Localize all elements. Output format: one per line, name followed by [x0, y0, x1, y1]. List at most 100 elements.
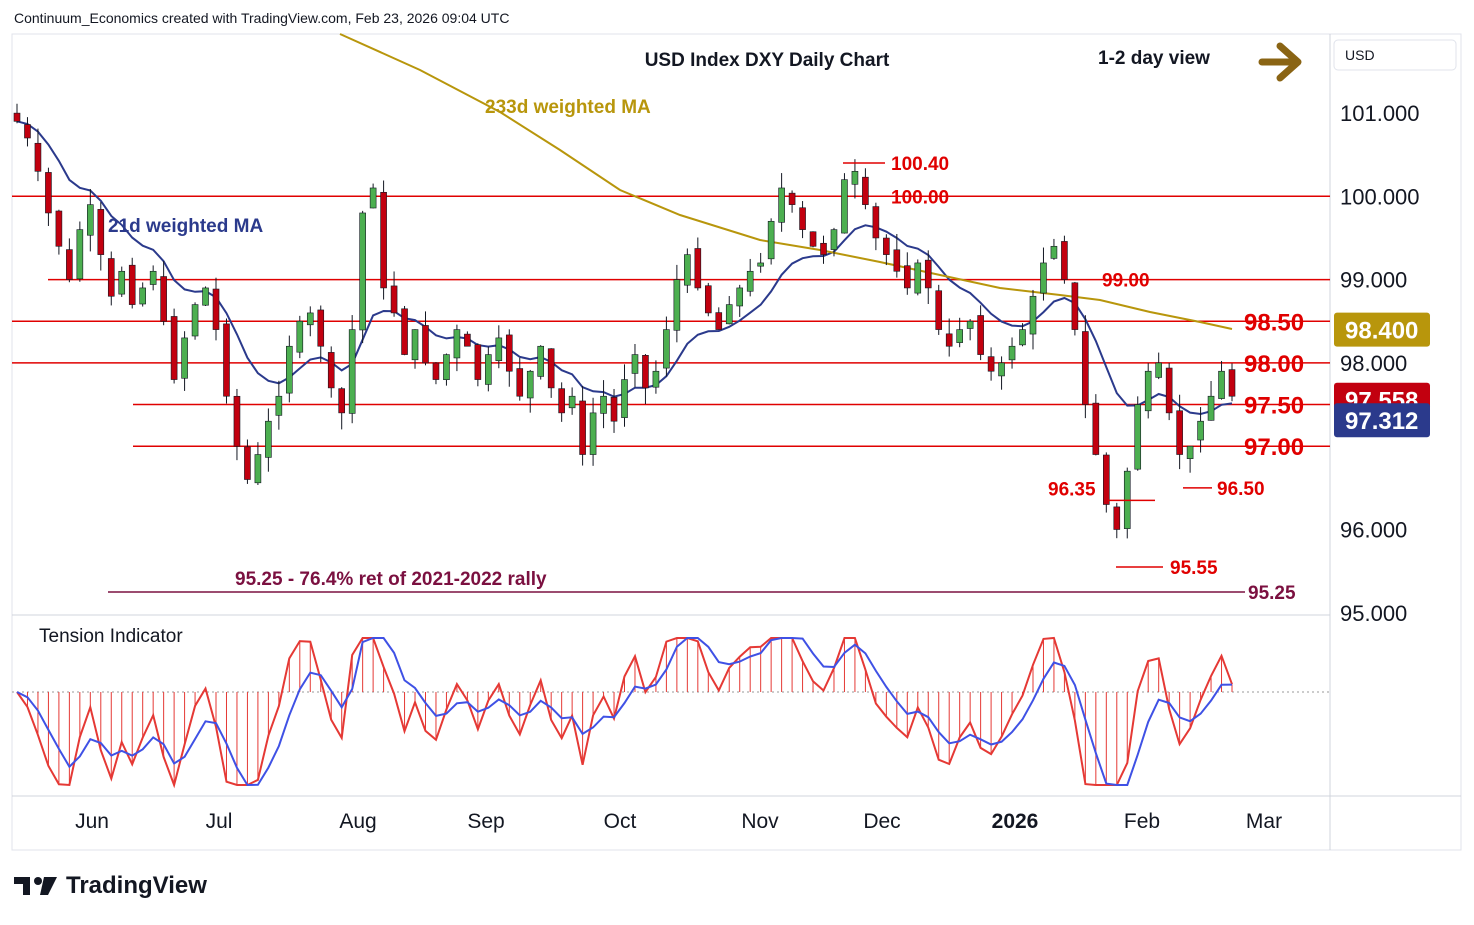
time-tick-label: Jul [206, 810, 233, 833]
candle-body [97, 209, 105, 255]
candle-body [1197, 420, 1204, 441]
candle-body [872, 206, 880, 239]
candle-body [977, 315, 984, 355]
candle-body [799, 207, 806, 230]
candle-body [883, 237, 890, 255]
candle-body [589, 412, 597, 455]
time-axis[interactable]: Jun Jul Aug Sep Oct Nov Dec 2026 Feb Mar [75, 810, 1282, 833]
candle-body [914, 262, 922, 294]
time-tick-label: Jun [75, 810, 109, 833]
candle-body [537, 345, 545, 377]
candle-body [652, 370, 660, 388]
time-tick-label: Oct [604, 810, 637, 833]
candle-body [55, 210, 63, 247]
candle-body [348, 329, 356, 414]
tension-fast-line [16, 636, 1233, 789]
tradingview-logo[interactable]: TradingView [14, 872, 207, 900]
candle-body [422, 325, 429, 364]
currency-box [1333, 39, 1457, 71]
candle-body [945, 333, 953, 347]
candle-body [1176, 410, 1183, 455]
chart-credit: Continuum_Economics created with Trading… [14, 10, 510, 26]
candle-body [1050, 245, 1058, 259]
candle-body [34, 142, 42, 172]
candle-body [694, 248, 702, 289]
candle-body [746, 270, 754, 292]
price-tick-label: 96.000 [1340, 518, 1407, 543]
price-badge [1334, 312, 1430, 347]
candle-body [390, 285, 398, 314]
candle-body [1113, 506, 1121, 530]
candle-body [1061, 241, 1068, 280]
candle-body [443, 354, 450, 381]
candle-body [66, 249, 73, 280]
candle-body [160, 276, 167, 322]
candle-body [474, 344, 482, 380]
candle-body [1029, 295, 1037, 335]
price-badge-label: 98.400 [1345, 318, 1418, 345]
candle-body [296, 320, 304, 353]
candle-body [704, 285, 712, 314]
candle-body [1134, 404, 1142, 470]
candlestick-series[interactable] [13, 103, 1236, 539]
candle-body [621, 379, 628, 418]
candle-body [1155, 362, 1162, 378]
candle-body [286, 345, 293, 394]
candle-body [579, 400, 586, 455]
candle-body [568, 395, 576, 409]
candle-body [453, 329, 461, 359]
candle-body [1218, 370, 1225, 399]
time-tick-label: Aug [339, 810, 376, 833]
price-tick-label: 101.000 [1340, 101, 1420, 126]
candle-body [359, 212, 366, 331]
candle-body [998, 362, 1005, 377]
level-label: 98.00 [1244, 351, 1304, 378]
candle-body [76, 229, 84, 280]
candle-body [13, 112, 21, 122]
level-label: 99.00 [1102, 271, 1150, 292]
chart-titles: USD Index DXY Daily Chart 1-2 day view [645, 42, 1302, 82]
view-direction-arrow-icon [1258, 42, 1302, 82]
price-tick-label: 99.000 [1340, 268, 1407, 293]
candle-body [128, 264, 136, 305]
candle-body [202, 287, 209, 306]
level-label: 97.00 [1244, 434, 1304, 461]
chart-border [11, 33, 1462, 851]
candle-body [306, 312, 314, 326]
candle-body [725, 304, 733, 325]
chart-title: USD Index DXY Daily Chart [645, 50, 890, 71]
candle-body [265, 420, 272, 458]
candle-body [809, 231, 817, 247]
candle-body [788, 192, 796, 205]
candle-body [830, 229, 838, 250]
candle-body [233, 395, 241, 447]
candle-body [275, 395, 283, 416]
tension-indicator-pane: Tension Indicator [12, 626, 1329, 789]
candle-body [987, 356, 995, 372]
candle-body [966, 320, 974, 329]
candle-body [1082, 331, 1089, 405]
candle-body [767, 220, 775, 260]
candle-body [223, 323, 230, 397]
candle-body [851, 171, 859, 185]
ma233-line [339, 33, 1233, 330]
candle-body [1165, 367, 1173, 414]
candle-body [935, 290, 943, 330]
candle-body [663, 329, 670, 369]
candle-body [757, 262, 764, 267]
candle-body [212, 288, 220, 330]
view-label: 1-2 day view [1098, 48, 1210, 69]
chart-frame [11, 33, 1462, 851]
price-badge [1334, 403, 1430, 438]
price-axis[interactable]: 101.000 100.000 99.000 98.000 96.000 95.000 US… [1333, 39, 1457, 626]
candle-body [107, 258, 115, 297]
annotation-label: 95.55 [1170, 558, 1218, 579]
candle-body [1071, 282, 1079, 330]
candle-body [820, 242, 827, 255]
price-annotations: 100.40 96.35 96.50 95.55 [843, 154, 1265, 579]
ma233-label: 233d weighted MA [485, 97, 651, 118]
candle-body [673, 279, 681, 331]
candle-body [862, 176, 869, 205]
tradingview-logo-text: TradingView [66, 872, 207, 899]
